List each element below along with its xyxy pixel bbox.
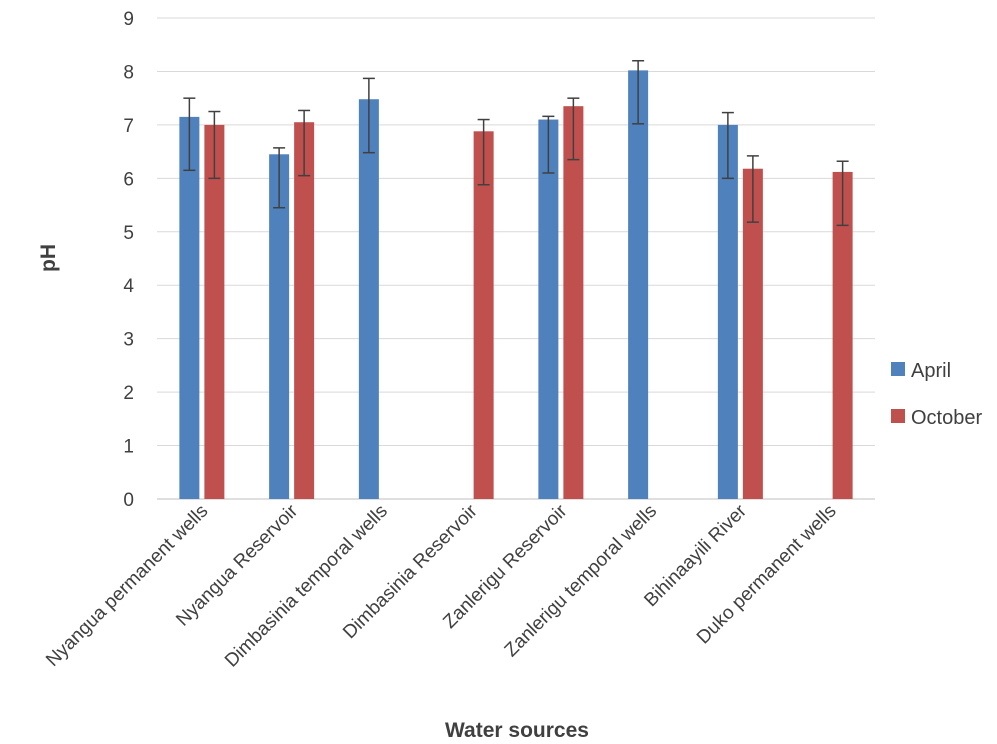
- legend-label-april: April: [911, 360, 951, 382]
- error-bar-april-dimbasinia-temporal-wells: [362, 77, 375, 154]
- y-axis-title: pH: [37, 244, 60, 272]
- error-bar-october-duko-permanent-wells: [836, 160, 849, 227]
- x-tick-label-zanlerigu-temporal-wells: Zanlerigu temporal wells: [501, 501, 661, 661]
- y-tick-label-2: 2: [123, 383, 134, 404]
- error-bar-april-zanlerigu-reservoir: [542, 115, 555, 174]
- bar-april-nyangua-reservoir: [269, 154, 290, 500]
- y-tick-label-4: 4: [123, 276, 134, 297]
- y-tick-label-0: 0: [123, 490, 134, 511]
- error-bar-april-bihinaayili-river: [721, 111, 734, 180]
- error-bar-april-zanlerigu-temporal-wells: [632, 60, 645, 125]
- bar-october-bihinaayili-river: [742, 168, 763, 500]
- y-tick-label-8: 8: [123, 62, 134, 83]
- error-bar-october-bihinaayili-river: [746, 155, 759, 223]
- y-tick-label-9: 9: [123, 9, 134, 30]
- bar-april-zanlerigu-temporal-wells: [628, 70, 649, 500]
- bar-april-zanlerigu-reservoir: [538, 119, 559, 500]
- bar-october-nyangua-permanent-wells: [204, 124, 225, 499]
- bar-april-dimbasinia-temporal-wells: [358, 99, 379, 499]
- legend-item-april: April: [891, 360, 951, 382]
- legend: April October: [891, 360, 982, 429]
- x-tick-label-dimbasinia-temporal-wells: Dimbasinia temporal wells: [221, 501, 392, 672]
- bar-april-bihinaayili-river: [717, 124, 738, 499]
- x-tick-label-nyangua-permanent-wells: Nyangua permanent wells: [42, 501, 212, 671]
- y-tick-labels: 0 1 2 3 4 5 6 7 8 9: [123, 9, 134, 511]
- error-bar-april-nyangua-permanent-wells: [183, 97, 196, 172]
- y-tick-label-1: 1: [123, 437, 134, 458]
- bar-october-zanlerigu-reservoir: [563, 106, 584, 499]
- error-bar-october-nyangua-permanent-wells: [208, 110, 221, 180]
- gridlines: [157, 17, 875, 500]
- y-tick-label-6: 6: [123, 169, 134, 190]
- bar-october-duko-permanent-wells: [832, 171, 853, 500]
- legend-label-october: October: [911, 407, 982, 429]
- legend-swatch-april: [891, 362, 905, 376]
- legend-item-october: October: [891, 407, 982, 429]
- error-bars: [183, 60, 849, 227]
- bar-october-dimbasinia-reservoir: [473, 131, 494, 499]
- legend-swatch-october: [891, 409, 905, 423]
- y-tick-label-5: 5: [123, 223, 134, 244]
- bars: [179, 70, 853, 500]
- error-bar-october-nyangua-reservoir: [298, 109, 311, 177]
- error-bar-october-dimbasinia-reservoir: [477, 118, 490, 186]
- error-bar-april-nyangua-reservoir: [273, 147, 286, 209]
- bar-april-nyangua-permanent-wells: [179, 116, 200, 499]
- x-axis-title: Water sources: [445, 719, 589, 742]
- error-bar-october-zanlerigu-reservoir: [567, 97, 580, 161]
- y-tick-label-7: 7: [123, 116, 134, 137]
- bar-october-nyangua-reservoir: [294, 122, 315, 499]
- y-tick-label-3: 3: [123, 330, 134, 351]
